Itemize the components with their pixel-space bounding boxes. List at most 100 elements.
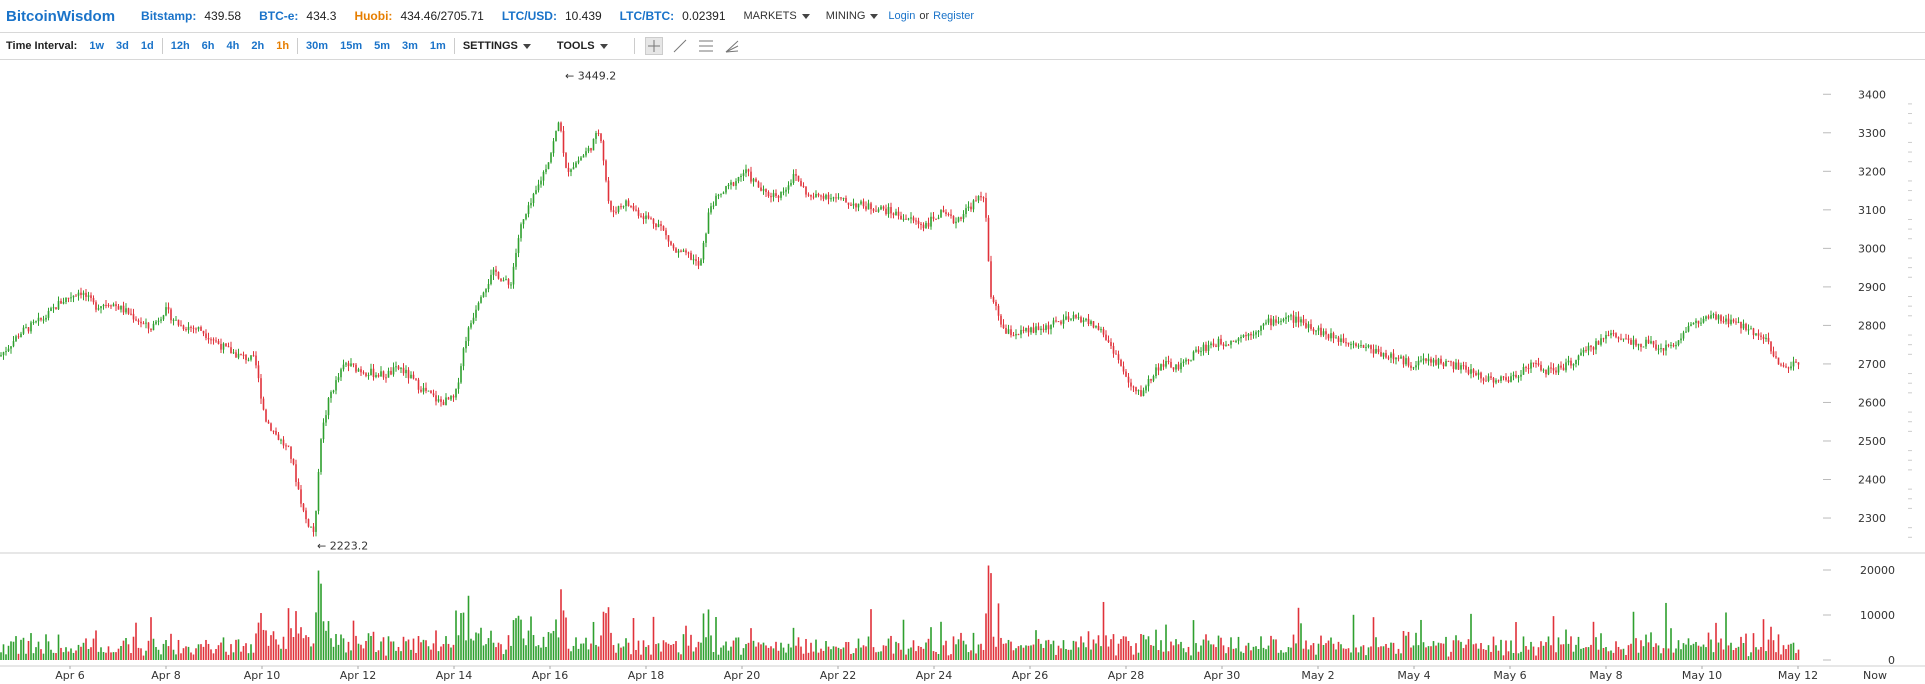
settings-menu[interactable]: SETTINGS	[463, 40, 531, 52]
volume-bar	[1495, 645, 1497, 660]
candle-body	[1052, 320, 1055, 325]
volume-bar	[570, 651, 572, 660]
candle-body	[1260, 325, 1262, 331]
candle-body	[747, 169, 750, 172]
line-tool-button[interactable]	[671, 37, 689, 55]
candle-body	[1760, 335, 1762, 337]
horizontal-lines-tool-button[interactable]	[697, 37, 715, 55]
volume-bar	[1610, 650, 1612, 660]
volume-bar	[1675, 648, 1677, 660]
volume-bar	[1445, 636, 1447, 660]
ticker-1[interactable]: BTC-e: 434.3	[259, 9, 336, 23]
volume-bar	[692, 651, 695, 660]
candle-body	[1592, 347, 1595, 350]
login-link[interactable]: Login	[888, 10, 916, 22]
candle-body	[22, 327, 25, 334]
candle-body	[1145, 386, 1147, 391]
candle-body	[1007, 329, 1010, 334]
time-interval-buttons: 1w 3d 1d 12h 6h 4h 2h 1h 30m 15m 5m 3m 1m	[89, 38, 463, 54]
candle-body	[827, 194, 830, 200]
candle-body	[1457, 362, 1460, 370]
volume-bar	[782, 647, 785, 660]
candle-body	[950, 214, 952, 216]
volume-bar	[1567, 643, 1570, 660]
fan-tool-button[interactable]	[723, 37, 741, 55]
volume-bar	[15, 636, 17, 660]
interval-button-2h[interactable]: 2h	[251, 40, 265, 52]
ticker-4[interactable]: LTC/BTC: 0.02391	[620, 9, 726, 23]
volume-bar	[1385, 643, 1387, 660]
volume-bar	[800, 646, 802, 660]
volume-bar	[1657, 645, 1660, 660]
brand-logo[interactable]: BitcoinWisdom	[6, 7, 116, 25]
volume-bar	[327, 621, 330, 660]
candle-body	[1347, 342, 1350, 345]
candle-body	[375, 375, 377, 378]
volume-bar	[1180, 641, 1182, 660]
candle-body	[640, 215, 642, 217]
candle-body	[340, 369, 342, 378]
interval-button-1m[interactable]: 1m	[429, 40, 446, 52]
candle-body	[1717, 315, 1720, 320]
register-link[interactable]: Register	[933, 10, 975, 22]
volume-bar	[1055, 654, 1057, 660]
volume-bar	[1142, 634, 1145, 660]
interval-button-12h[interactable]: 12h	[170, 40, 190, 52]
candle-body	[732, 182, 735, 186]
interval-button-5m[interactable]: 5m	[374, 40, 391, 52]
candle-body	[1632, 339, 1635, 345]
interval-button-3m[interactable]: 3m	[402, 40, 418, 52]
volume-bar	[1665, 602, 1667, 660]
volume-bar	[125, 638, 127, 660]
ticker-3[interactable]: LTC/USD: 10.439	[502, 9, 602, 23]
volume-bar	[1727, 645, 1730, 660]
tools-menu[interactable]: TOOLS	[557, 40, 608, 52]
candle-body	[1065, 316, 1067, 320]
price-chart[interactable]: 3400330032003100300029002800270026002500…	[0, 60, 1925, 684]
interval-button-15m[interactable]: 15m	[340, 40, 363, 52]
volume-bar	[27, 640, 30, 660]
interval-button-3d[interactable]: 3d	[116, 40, 129, 52]
interval-button-1h[interactable]: 1h	[276, 40, 290, 52]
interval-button-30m[interactable]: 30m	[306, 40, 329, 52]
candle-body	[702, 242, 705, 260]
volume-bar	[1637, 652, 1640, 660]
volume-bar	[1325, 643, 1327, 660]
candle-body	[1552, 367, 1555, 371]
candle-body	[890, 207, 892, 214]
date-label: Apr 24	[916, 669, 953, 682]
volume-bar	[1165, 624, 1167, 660]
volume-bar	[445, 636, 447, 660]
candle-body	[547, 162, 550, 170]
volume-bar	[1217, 635, 1220, 660]
candle-body	[1282, 319, 1285, 321]
volume-bar	[35, 647, 37, 660]
ticker-0[interactable]: Bitstamp: 439.58	[141, 9, 241, 23]
volume-bar	[877, 651, 880, 660]
crosshair-tool-button[interactable]	[644, 37, 663, 55]
volume-bar	[1670, 628, 1672, 660]
interval-button-1w[interactable]: 1w	[89, 40, 105, 52]
candle-body	[1042, 328, 1045, 330]
candle-body	[1475, 372, 1477, 376]
interval-button-4h[interactable]: 4h	[226, 40, 240, 52]
volume-bar	[860, 647, 862, 660]
tools-menu-label: TOOLS	[556, 40, 595, 52]
volume-bar	[622, 646, 625, 660]
markets-menu[interactable]: MARKETS	[744, 10, 810, 22]
ticker-2[interactable]: Huobi: 434.46/2705.71	[354, 9, 483, 23]
volume-bar	[1380, 646, 1382, 660]
candle-body	[437, 399, 440, 402]
volume-bar	[982, 649, 985, 660]
volume-bar	[712, 652, 715, 660]
volume-bar	[587, 649, 590, 660]
candle-body	[332, 390, 335, 393]
mining-menu[interactable]: MINING	[826, 10, 879, 22]
interval-button-6h[interactable]: 6h	[201, 40, 215, 52]
candle-body	[165, 307, 167, 316]
candle-body	[1262, 323, 1265, 326]
candle-body	[780, 191, 782, 198]
interval-button-1d[interactable]: 1d	[140, 40, 154, 52]
candle-body	[1115, 353, 1117, 355]
volume-bar	[1207, 640, 1210, 660]
